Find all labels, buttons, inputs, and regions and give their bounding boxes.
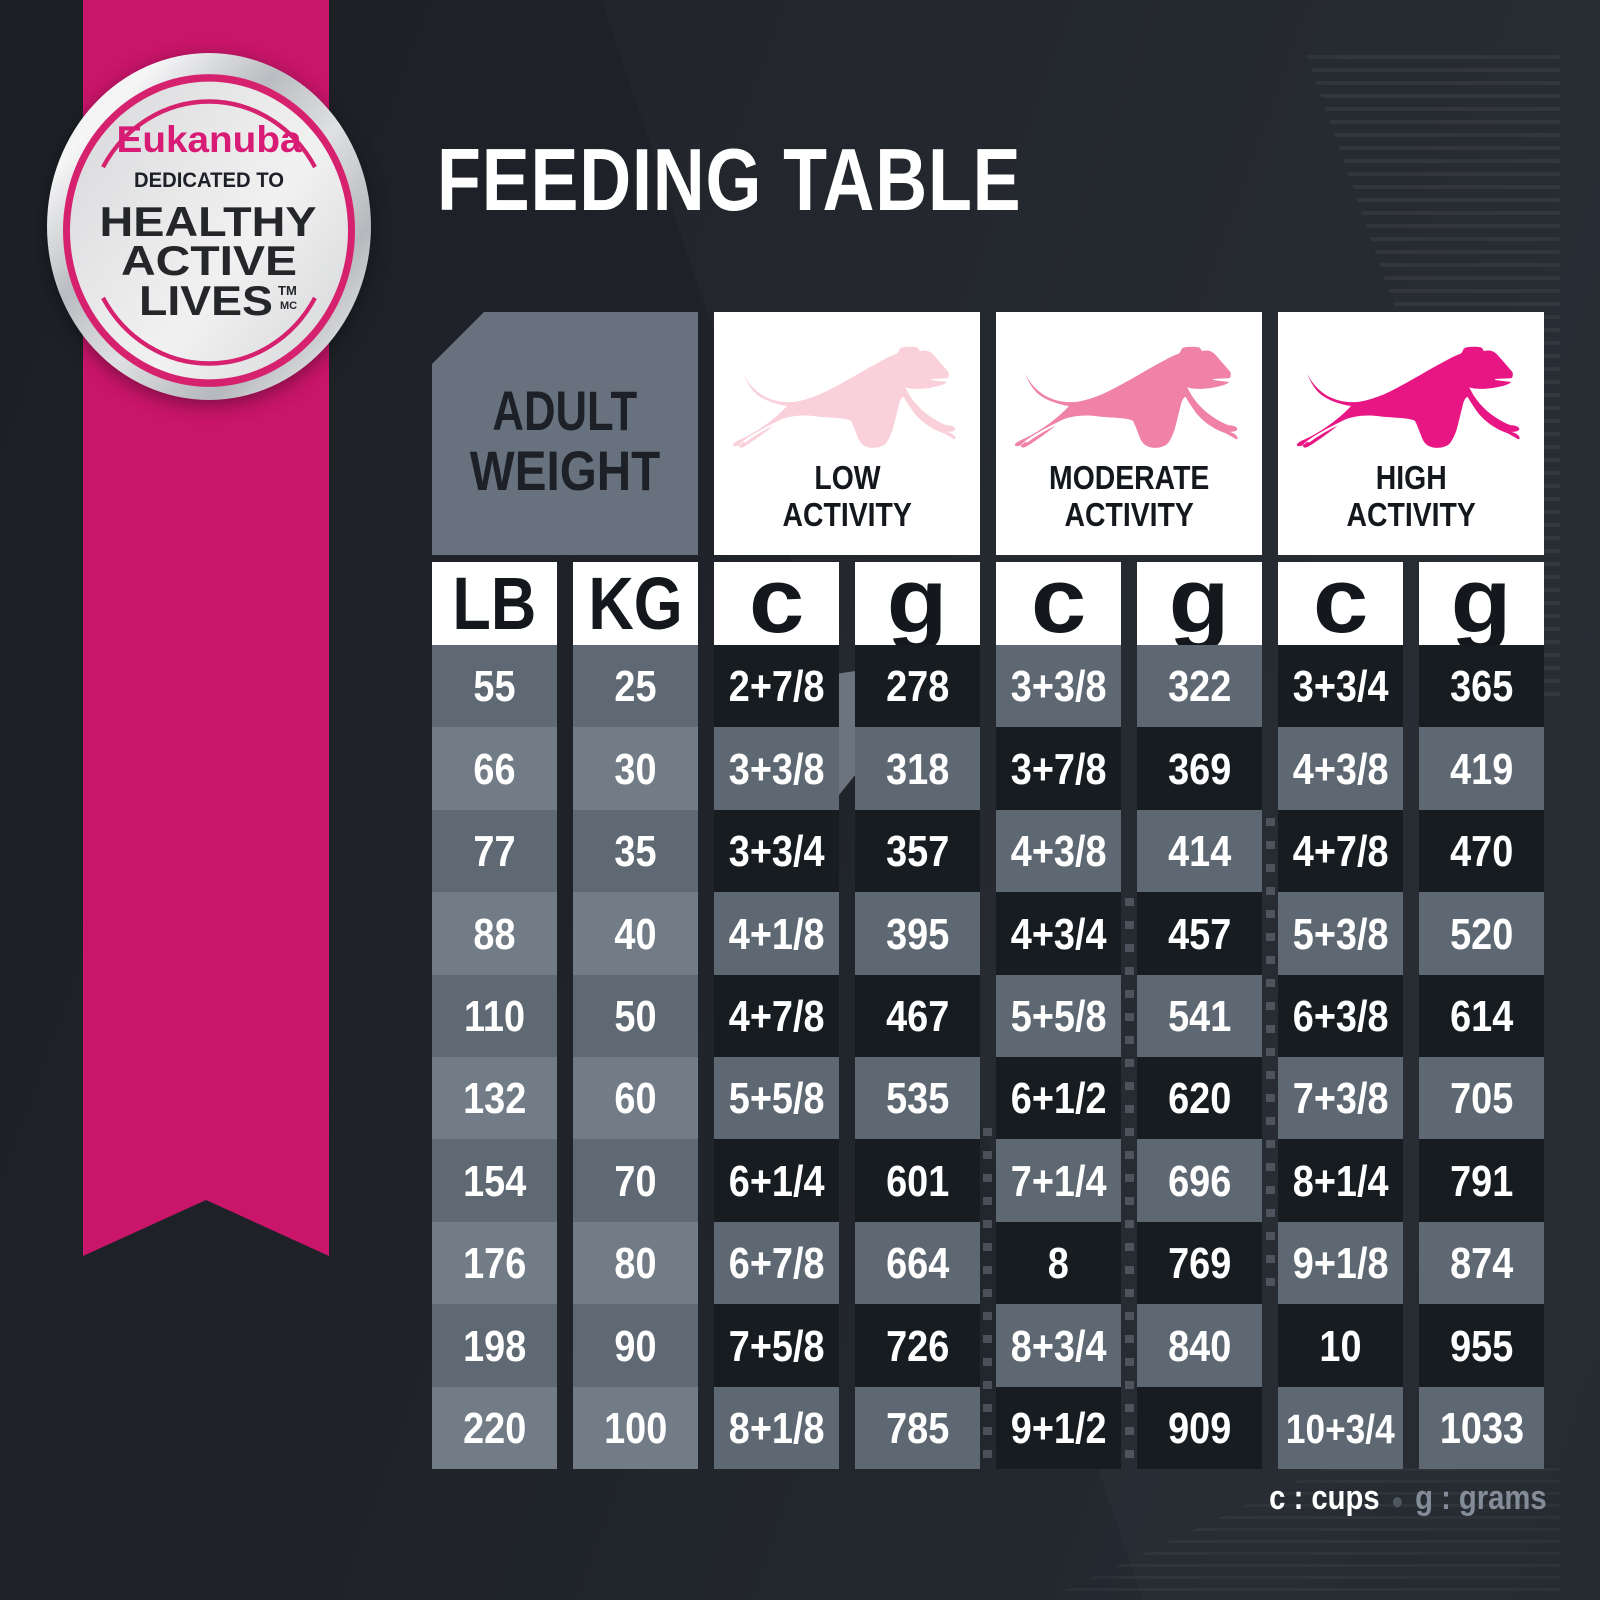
svg-text:HEALTHY: HEALTHY [100,198,317,245]
svg-text:LIVES: LIVES [139,277,273,324]
svg-text:TM: TM [278,283,297,298]
svg-text:ACTIVE: ACTIVE [121,237,297,284]
svg-text:MC: MC [280,300,297,312]
svg-text:DEDICATED TO: DEDICATED TO [134,169,284,192]
svg-text:Eukanuba: Eukanuba [117,119,302,160]
